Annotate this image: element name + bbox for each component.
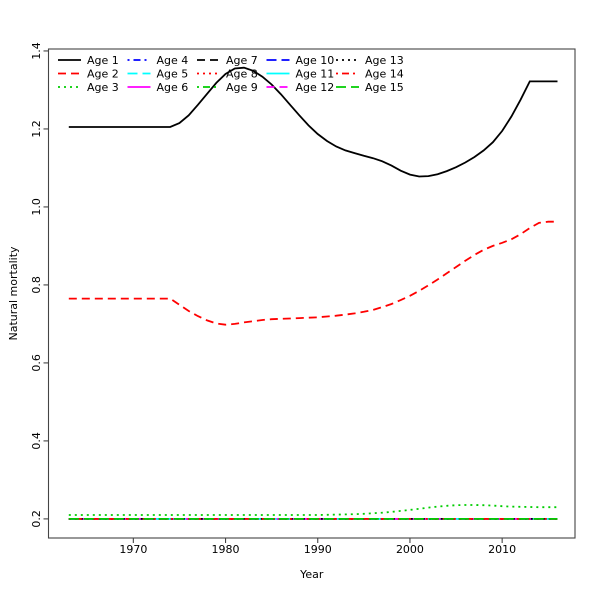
legend-label-age-13: Age 13	[365, 54, 404, 67]
y-axis-title: Natural mortality	[7, 246, 20, 341]
series-line-age-1	[68, 66, 558, 178]
legend-label-age-8: Age 8	[226, 68, 258, 81]
legend-label-age-3: Age 3	[87, 81, 119, 94]
legend-label-age-15: Age 15	[365, 81, 404, 94]
legend-label-age-2: Age 2	[87, 68, 119, 81]
y-axis-tick-label-1.2: 1.2	[30, 120, 43, 138]
y-axis-tick-label-0.4: 0.4	[30, 432, 43, 450]
y-axis-tick-label-0.8: 0.8	[30, 276, 43, 294]
legend-label-age-1: Age 1	[87, 54, 119, 67]
x-axis-tick-label-1990: 1990	[304, 543, 332, 556]
y-axis-tick-label-0.2: 0.2	[30, 510, 43, 528]
x-axis-tick-label-1980: 1980	[212, 543, 240, 556]
legend-label-age-11: Age 11	[296, 68, 335, 81]
legend-label-age-14: Age 14	[365, 68, 404, 81]
legend-label-age-7: Age 7	[226, 54, 258, 67]
x-axis-tick-label-2000: 2000	[396, 543, 424, 556]
legend-label-age-6: Age 6	[157, 81, 189, 94]
legend-label-age-9: Age 9	[226, 81, 258, 94]
series-line-age-2	[68, 220, 558, 326]
y-axis-tick-label-0.6: 0.6	[30, 354, 43, 372]
x-axis-tick-label-2010: 2010	[488, 543, 516, 556]
x-axis-tick-label-1970: 1970	[119, 543, 147, 556]
legend-label-age-10: Age 10	[296, 54, 335, 67]
legend-label-age-4: Age 4	[157, 54, 189, 67]
y-axis-tick-label-1.4: 1.4	[30, 42, 43, 60]
x-axis-title: Year	[299, 568, 324, 581]
legend-label-age-5: Age 5	[157, 68, 189, 81]
plot-box	[47, 48, 576, 539]
series-line-age-3	[68, 504, 558, 516]
legend-label-age-12: Age 12	[296, 81, 335, 94]
y-axis-tick-label-1.0: 1.0	[30, 198, 43, 216]
